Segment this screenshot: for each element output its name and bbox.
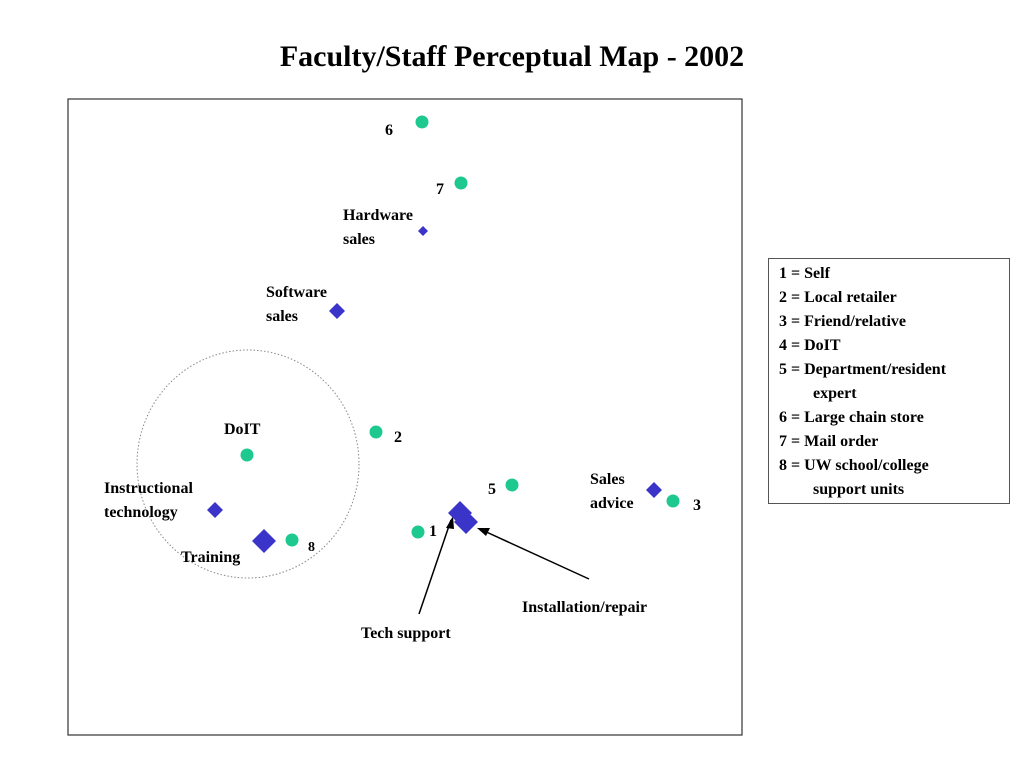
source-point-6 [415,115,429,129]
source-label-doit: DoIT [224,421,261,438]
service-marker-training [252,529,276,553]
installation-repair-arrowhead [477,528,490,536]
service-label-instructional-technology: Instructional technology [104,480,197,521]
legend-item-continuation: expert [813,385,857,402]
service-label-training: Training [181,549,240,566]
service-marker-hardware-sales [418,226,428,236]
installation-repair-arrow [481,529,590,580]
plot-frame [67,98,743,736]
service-label-software-sales: Software sales [266,284,331,325]
legend-item: 1 = Self [779,265,830,282]
service-marker-software-sales [329,303,345,319]
source-point-1 [411,525,425,539]
source-label-5: 5 [488,481,496,498]
source-label-6: 6 [385,122,393,139]
legend-item: 7 = Mail order [779,433,879,450]
service-label-tech-support: Tech support [361,625,451,642]
doit-cluster-circle [136,349,360,579]
source-label-1: 1 [429,523,437,540]
source-label-7: 7 [436,181,444,198]
legend-item-continuation: support units [813,481,905,498]
legend-item: 4 = DoIT [779,337,841,354]
service-label-installation-repair: Installation/repair [522,599,647,616]
source-point-3 [666,494,680,508]
legend-item: 3 = Friend/relative [779,313,907,330]
service-marker-sales-advice [646,482,662,498]
service-label-hardware-sales: Hardware sales [343,207,417,248]
source-point-7 [454,176,468,190]
tech-support-arrow [418,519,452,615]
legend-item: 8 = UW school/college [779,457,929,474]
service-marker-installation-repair [454,510,478,534]
service-label-sales-advice: Sales advice [590,471,634,512]
legend-item: 6 = Large chain store [779,409,924,426]
source-label-2: 2 [394,429,402,446]
legend-item: 2 = Local retailer [779,289,897,306]
chart-title: Faculty/Staff Perceptual Map - 2002 [279,40,745,73]
arrows [418,516,590,615]
tech-support-arrowhead [446,516,454,529]
source-point-5 [505,478,519,492]
source-point-doit [240,448,254,462]
source-label-3: 3 [693,497,701,514]
service-marker-instructional-technology [207,502,223,518]
legend: 1 = Self 2 = Local retailer 3 = Friend/r… [768,258,1010,504]
legend-item: 5 = Department/resident [779,361,947,378]
source-point-2 [369,425,383,439]
source-label-8: 8 [308,540,315,555]
source-point-8 [285,533,299,547]
